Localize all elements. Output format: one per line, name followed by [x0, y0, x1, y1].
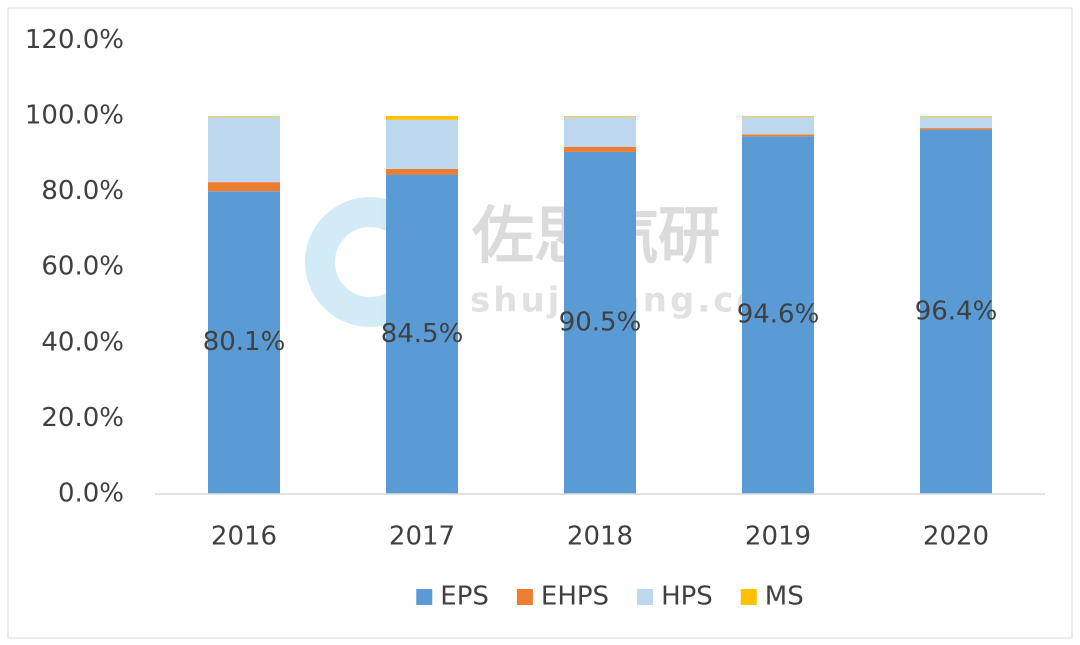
- legend-swatch: [637, 589, 654, 605]
- bar-segment: [386, 168, 458, 175]
- bar-segment: [208, 116, 280, 183]
- legend-label: EHPS: [541, 582, 609, 612]
- legend-swatch: [516, 589, 533, 605]
- y-tick-label: 0.0%: [58, 479, 124, 509]
- x-tick-label: 2018: [567, 522, 633, 552]
- bar-segment: [920, 116, 992, 129]
- y-tick-label: 100.0%: [25, 101, 124, 131]
- bar-segment: [920, 128, 992, 130]
- bar-segment: [742, 116, 814, 117]
- x-tick-label: 2020: [923, 522, 989, 552]
- legend: EPS EHPS HPS MS: [416, 582, 804, 612]
- chart-border: [7, 7, 1073, 639]
- bar-segment: [742, 116, 814, 135]
- bar-segment: [564, 116, 636, 147]
- bar-segment: [564, 146, 636, 152]
- y-tick-label: 120.0%: [25, 25, 124, 55]
- data-label: 84.5%: [381, 319, 464, 349]
- legend-label: HPS: [661, 582, 713, 612]
- bar-segment: [386, 119, 458, 169]
- y-tick-label: 40.0%: [41, 327, 124, 357]
- data-label: 80.1%: [203, 327, 286, 357]
- data-label: 96.4%: [915, 296, 998, 326]
- x-tick-label: 2017: [389, 522, 455, 552]
- bar-segment: [742, 136, 814, 495]
- x-tick-label: 2019: [745, 522, 811, 552]
- bar-segment: [920, 129, 992, 494]
- bar-segment: [742, 134, 814, 137]
- bar-segment: [386, 174, 458, 494]
- bar-segment: [564, 151, 636, 494]
- legend-label: EPS: [440, 582, 489, 612]
- data-label: 94.6%: [737, 300, 820, 330]
- bar-segment: [386, 116, 458, 120]
- y-tick-label: 20.0%: [41, 403, 124, 433]
- bar-segment: [564, 116, 636, 117]
- bar-segment: [920, 116, 992, 117]
- bar-segment: [208, 182, 280, 192]
- y-tick-label: 60.0%: [41, 252, 124, 282]
- legend-swatch: [740, 589, 757, 605]
- x-tick-label: 2016: [211, 522, 277, 552]
- legend-label: MS: [765, 582, 804, 612]
- data-label: 90.5%: [559, 307, 642, 337]
- bar-segment: [208, 116, 280, 117]
- y-tick-label: 80.0%: [41, 176, 124, 206]
- legend-swatch: [416, 589, 433, 605]
- bar-segment: [208, 191, 280, 495]
